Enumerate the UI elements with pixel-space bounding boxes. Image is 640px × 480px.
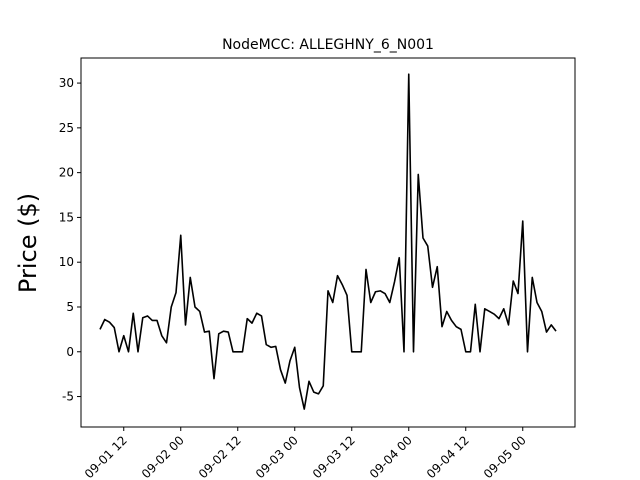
x-tick-label: 09-05 00 <box>481 433 529 480</box>
chart-title: NodeMCC: ALLEGHNY_6_N001 <box>222 37 434 53</box>
x-tick-label: 09-01 12 <box>82 433 130 480</box>
x-tick-label: 09-02 00 <box>139 433 187 480</box>
y-tick-label: 30 <box>59 76 74 90</box>
y-tick-label: 0 <box>66 345 74 359</box>
y-tick-label: 10 <box>59 255 74 269</box>
x-tick-label: 09-02 12 <box>196 433 244 480</box>
y-tick-label: 25 <box>59 121 74 135</box>
x-tick-label: 09-03 12 <box>310 433 358 480</box>
y-tick-label: 20 <box>59 166 74 180</box>
plot-frame <box>80 57 576 428</box>
x-tick-label: 09-03 00 <box>253 433 301 480</box>
y-axis-label: Price ($) <box>14 193 42 293</box>
y-tick-label: -5 <box>62 390 74 404</box>
x-tick-label: 09-04 00 <box>367 433 415 480</box>
y-tick-label: 15 <box>59 210 74 224</box>
x-tick-label: 09-04 12 <box>424 433 472 480</box>
price-line <box>99 73 557 410</box>
y-tick-label: 5 <box>66 300 74 314</box>
